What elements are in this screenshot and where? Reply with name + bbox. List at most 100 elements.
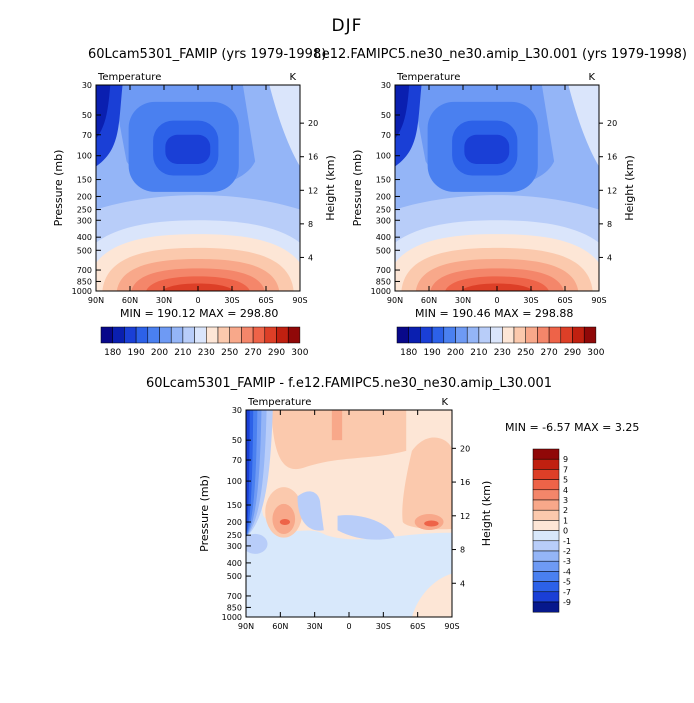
panel-1-title: 60Lcam5301_FAMIP (yrs 1979-1998) bbox=[88, 47, 327, 62]
colorbar-swatch bbox=[252, 326, 266, 344]
colorbar-swatch bbox=[532, 520, 560, 531]
panel-2-min-max: MIN = 190.46 MAX = 298.88 bbox=[415, 307, 574, 320]
colorbar-label: 7 bbox=[563, 465, 568, 474]
colorbar-label: 230 bbox=[198, 348, 215, 358]
y-tick-label: 200 bbox=[376, 192, 391, 201]
colorbar-swatch bbox=[170, 326, 184, 344]
colorbar-swatch bbox=[532, 581, 560, 593]
y-tick-label: 30 bbox=[82, 81, 92, 90]
colorbar-label: 230 bbox=[494, 348, 511, 358]
colorbar-swatch bbox=[112, 326, 125, 344]
colorbar-swatch bbox=[532, 479, 560, 491]
colorbar-swatch bbox=[532, 591, 560, 603]
field-band bbox=[424, 520, 439, 527]
panel-2-title: f.e12.FAMIPC5.ne30_ne30.amip_L30.001 (yr… bbox=[314, 47, 687, 62]
colorbar-swatch bbox=[532, 509, 560, 521]
y-tick-label: 50 bbox=[232, 436, 242, 445]
colorbar-swatch bbox=[431, 326, 445, 344]
x-tick-label: 30S bbox=[523, 296, 538, 305]
y-right-tick-label: 8 bbox=[607, 220, 612, 229]
y-tick-label: 850 bbox=[77, 277, 92, 286]
colorbar-swatch bbox=[182, 326, 195, 344]
y-right-tick-label: 12 bbox=[308, 186, 318, 195]
y-tick-label: 250 bbox=[227, 531, 242, 540]
colorbar-swatch bbox=[159, 326, 172, 344]
colorbar-swatch bbox=[532, 560, 560, 572]
colorbar-label: 3 bbox=[563, 496, 568, 505]
y-tick-label: 400 bbox=[77, 233, 92, 242]
x-tick-label: 30S bbox=[376, 622, 391, 631]
field-band bbox=[402, 437, 452, 530]
x-tick-label: 0 bbox=[346, 622, 351, 631]
field-band bbox=[331, 410, 343, 441]
panel-subtitle: Temperature bbox=[247, 397, 311, 408]
colorbar-swatch bbox=[420, 326, 433, 344]
colorbar-swatch bbox=[532, 489, 560, 501]
y-right-axis-label: Height (km) bbox=[480, 481, 493, 547]
colorbar-label: 5 bbox=[563, 476, 568, 485]
colorbar-swatch bbox=[194, 326, 207, 344]
colorbar-label: 210 bbox=[470, 348, 487, 358]
x-tick-label: 30S bbox=[224, 296, 239, 305]
y-tick-label: 1000 bbox=[371, 287, 391, 296]
colorbar-swatch bbox=[455, 326, 468, 344]
y-right-axis-label: Height (km) bbox=[324, 155, 337, 221]
colorbar-label: 250 bbox=[221, 348, 238, 358]
y-tick-label: 700 bbox=[77, 266, 92, 275]
y-tick-label: 70 bbox=[381, 131, 391, 140]
colorbar-swatch bbox=[229, 326, 242, 344]
colorbar-swatch bbox=[241, 326, 254, 344]
colorbar-label: 290 bbox=[564, 348, 581, 358]
y-tick-label: 850 bbox=[227, 603, 242, 612]
field-band bbox=[297, 491, 324, 531]
colorbar-swatch bbox=[513, 326, 526, 344]
y-axis-label: Pressure (mb) bbox=[351, 150, 364, 227]
colorbar-label: 190 bbox=[128, 348, 145, 358]
colorbar-swatch bbox=[287, 326, 301, 344]
colorbar-swatch bbox=[532, 540, 560, 552]
colorbar-label: -3 bbox=[563, 557, 571, 566]
y-tick-label: 200 bbox=[227, 518, 242, 527]
colorbar-swatch bbox=[572, 326, 585, 344]
field-band bbox=[568, 85, 599, 167]
y-tick-label: 100 bbox=[227, 477, 242, 486]
colorbar-swatch bbox=[548, 326, 562, 344]
panel-2: 90N 60N 30N 0 30S 60S 90S305070100150200250300… bbox=[351, 72, 636, 358]
y-tick-label: 500 bbox=[376, 246, 391, 255]
y-right-tick-label: 20 bbox=[607, 119, 617, 128]
colorbar-label: 300 bbox=[587, 348, 604, 358]
colorbar-label: 180 bbox=[400, 348, 417, 358]
colorbar-label: 210 bbox=[174, 348, 191, 358]
y-right-tick-label: 4 bbox=[460, 579, 465, 588]
y-tick-label: 50 bbox=[381, 111, 391, 120]
colorbar-swatch bbox=[560, 326, 573, 344]
colorbar-swatch bbox=[276, 326, 289, 344]
y-tick-label: 70 bbox=[232, 456, 242, 465]
x-tick-label: 90N bbox=[238, 622, 254, 631]
y-tick-label: 1000 bbox=[222, 613, 242, 622]
y-right-tick-label: 8 bbox=[460, 546, 465, 555]
colorbar: 180 190 200 210 230 250 270 290 300 bbox=[396, 326, 605, 358]
colorbar-swatch bbox=[532, 499, 560, 511]
x-tick-label: 60N bbox=[421, 296, 437, 305]
field-band bbox=[464, 134, 510, 164]
colorbar-label: -7 bbox=[563, 588, 571, 597]
y-axis-label: Pressure (mb) bbox=[52, 150, 65, 227]
y-tick-label: 100 bbox=[376, 152, 391, 161]
colorbar-label: 300 bbox=[291, 348, 308, 358]
colorbar-swatch bbox=[532, 601, 560, 613]
colorbar-label: 190 bbox=[424, 348, 441, 358]
colorbar-swatch bbox=[532, 550, 560, 562]
colorbar-swatch bbox=[532, 571, 560, 582]
colorbar-label: -5 bbox=[563, 578, 571, 587]
colorbar-label: 290 bbox=[268, 348, 285, 358]
colorbar-swatch bbox=[502, 326, 515, 344]
y-right-tick-label: 20 bbox=[460, 444, 470, 453]
units-label: K bbox=[289, 72, 296, 83]
y-tick-label: 500 bbox=[77, 246, 92, 255]
colorbar-swatch bbox=[135, 326, 149, 344]
colorbar-swatch bbox=[532, 448, 560, 460]
y-tick-label: 500 bbox=[227, 572, 242, 581]
